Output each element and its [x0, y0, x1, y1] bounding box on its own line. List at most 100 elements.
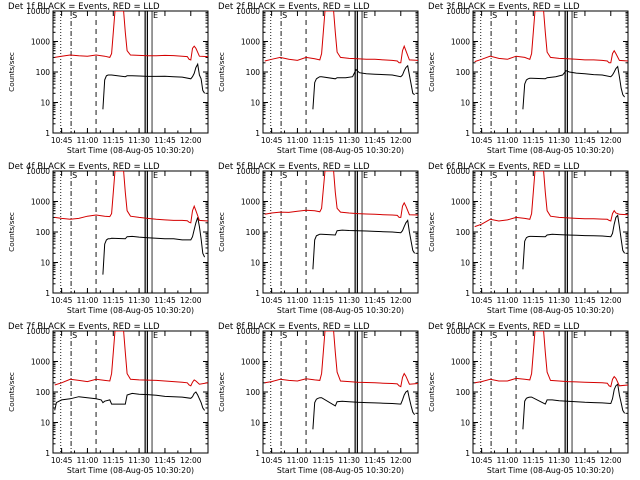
- y-tick-label: 10: [250, 99, 260, 108]
- lld-series-line: [474, 171, 628, 228]
- panel-title: Det 1f BLACK = Events, RED = LLD: [8, 2, 160, 12]
- y-tick-label: 1000: [241, 198, 260, 207]
- x-tick-label: 11:45: [574, 456, 596, 465]
- lld-series-line: [474, 11, 628, 64]
- panel-title: Det 8f BLACK = Events, RED = LLD: [218, 322, 370, 332]
- y-tick-label: 1000: [31, 198, 50, 207]
- y-tick-label: 1: [255, 129, 260, 138]
- x-tick-label: 10:45: [471, 296, 493, 305]
- x-tick-label: 11:30: [338, 136, 360, 145]
- y-tick-label: 100: [456, 388, 471, 397]
- y-tick-label: 1000: [241, 358, 260, 367]
- start-marker-letter: S: [72, 171, 77, 180]
- x-axis-label: Start Time (08-Aug-05 10:30:20): [67, 306, 194, 315]
- y-tick-label: 1000: [451, 38, 470, 47]
- panel-title: Det 9f BLACK = Events, RED = LLD: [428, 322, 580, 332]
- y-tick-label: 1: [255, 449, 260, 458]
- y-axis-label: Counts/sec: [217, 372, 226, 412]
- x-tick-label: 11:30: [128, 296, 150, 305]
- y-tick-label: 1000: [31, 358, 50, 367]
- x-axis-label: Start Time (08-Aug-05 10:30:20): [487, 306, 614, 315]
- x-tick-label: 10:45: [261, 456, 283, 465]
- x-tick-label: 12:00: [180, 456, 202, 465]
- y-tick-label: 10000: [236, 167, 260, 176]
- y-axis-label: Counts/sec: [7, 52, 16, 92]
- events-series-line: [54, 391, 206, 411]
- lld-series-line: [54, 11, 208, 61]
- end-marker-letter: E: [153, 11, 158, 20]
- x-tick-label: 11:00: [497, 456, 519, 465]
- x-axis-label: Start Time (08-Aug-05 10:30:20): [487, 466, 614, 475]
- x-axis-label: Start Time (08-Aug-05 10:30:20): [277, 306, 404, 315]
- detector-panel: Det 1f BLACK = Events, RED = LLD 1 10 100 10…: [7, 2, 209, 155]
- x-axis-label: Start Time (08-Aug-05 10:30:20): [67, 466, 194, 475]
- x-tick-label: 11:15: [522, 136, 544, 145]
- x-tick-label: 12:00: [390, 136, 412, 145]
- x-axis-label: Start Time (08-Aug-05 10:30:20): [277, 146, 404, 155]
- x-tick-label: 11:30: [338, 456, 360, 465]
- y-tick-label: 1: [255, 289, 260, 298]
- y-tick-label: 10: [460, 419, 470, 428]
- y-tick-label: 100: [36, 388, 51, 397]
- x-tick-label: 12:00: [600, 456, 622, 465]
- plot-frame: [52, 10, 209, 134]
- x-tick-label: 11:00: [497, 136, 519, 145]
- x-tick-label: 11:15: [102, 296, 124, 305]
- x-tick-label: 11:30: [128, 456, 150, 465]
- y-tick-label: 1000: [451, 198, 470, 207]
- y-tick-label: 10: [250, 419, 260, 428]
- x-tick-label: 11:00: [287, 136, 309, 145]
- y-tick-label: 10000: [26, 167, 50, 176]
- x-tick-label: 11:45: [364, 136, 386, 145]
- events-series-line: [522, 214, 626, 270]
- end-marker-letter: E: [573, 171, 578, 180]
- y-tick-label: 1: [465, 129, 470, 138]
- end-marker-letter: E: [573, 331, 578, 340]
- lld-series-line: [264, 11, 418, 64]
- x-tick-label: 10:45: [261, 136, 283, 145]
- detector-panel: Det 7f BLACK = Events, RED = LLD 1 10 100 10…: [7, 322, 209, 475]
- x-tick-label: 11:00: [287, 296, 309, 305]
- detector-panel: Det 8f BLACK = Events, RED = LLD 1 10 100 10…: [217, 322, 419, 475]
- lld-series-line: [474, 331, 628, 388]
- y-tick-label: 10: [250, 259, 260, 268]
- y-tick-label: 10: [40, 259, 50, 268]
- x-tick-label: 11:15: [312, 456, 334, 465]
- y-tick-label: 10000: [26, 7, 50, 16]
- events-series-line: [102, 62, 206, 110]
- x-axis-label: Start Time (08-Aug-05 10:30:20): [487, 146, 614, 155]
- y-tick-label: 100: [246, 228, 261, 237]
- detector-panel: Det 6f BLACK = Events, RED = LLD 1 10 100 10…: [427, 162, 629, 315]
- events-series-line: [522, 65, 625, 110]
- x-tick-label: 12:00: [390, 456, 412, 465]
- detector-panel: Det 5f BLACK = Events, RED = LLD 1 10 100 10…: [217, 162, 419, 315]
- x-tick-label: 11:00: [497, 296, 519, 305]
- x-tick-label: 11:15: [102, 456, 124, 465]
- y-axis-label: Counts/sec: [7, 212, 16, 252]
- start-marker-letter: S: [282, 11, 287, 20]
- y-tick-label: 100: [36, 68, 51, 77]
- detector-panel: Det 2f BLACK = Events, RED = LLD 1 10 100 10…: [217, 2, 419, 155]
- x-tick-label: 11:30: [548, 136, 570, 145]
- start-marker-letter: S: [492, 171, 497, 180]
- x-tick-label: 12:00: [180, 296, 202, 305]
- y-tick-label: 100: [36, 228, 51, 237]
- x-tick-label: 10:45: [471, 136, 493, 145]
- y-tick-label: 1000: [31, 38, 50, 47]
- lld-series-line: [54, 171, 208, 224]
- x-tick-label: 10:45: [261, 296, 283, 305]
- events-series-line: [102, 217, 206, 275]
- end-marker-letter: E: [573, 11, 578, 20]
- y-tick-label: 10000: [446, 167, 470, 176]
- y-axis-label: Counts/sec: [217, 212, 226, 252]
- detector-panel: Det 3f BLACK = Events, RED = LLD 1 10 100 10…: [427, 2, 629, 155]
- panel-title: Det 2f BLACK = Events, RED = LLD: [218, 2, 370, 12]
- y-tick-label: 1: [45, 449, 50, 458]
- end-marker-letter: E: [153, 331, 158, 340]
- plot-frame: [472, 330, 629, 454]
- x-tick-label: 12:00: [390, 296, 412, 305]
- x-tick-label: 11:30: [548, 296, 570, 305]
- start-marker-letter: S: [492, 331, 497, 340]
- x-tick-label: 11:45: [154, 136, 176, 145]
